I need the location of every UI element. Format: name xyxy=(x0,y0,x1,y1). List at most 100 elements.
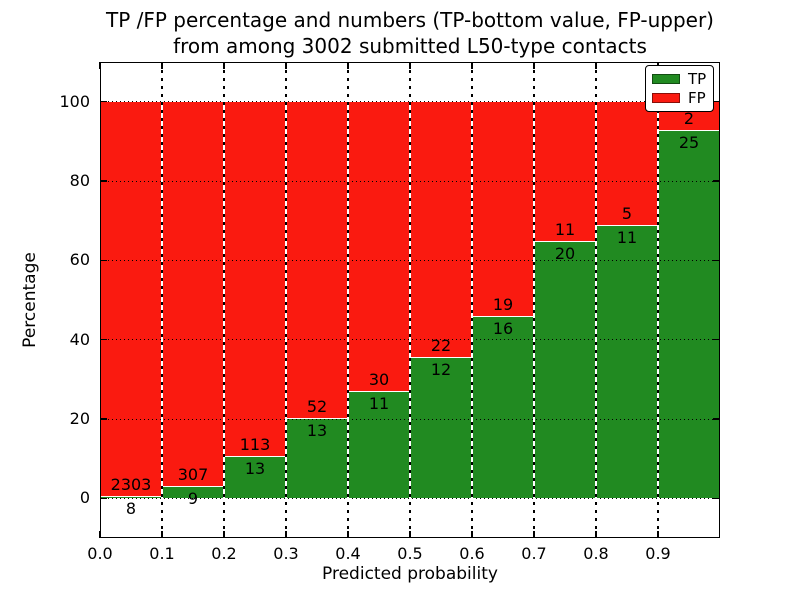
x-tick-label: 0.6 xyxy=(459,544,485,563)
y-tick-label: 60 xyxy=(69,250,90,270)
tp-count-label: 12 xyxy=(430,360,452,380)
bar-segment-tp xyxy=(596,225,658,499)
gridline-vertical xyxy=(471,62,473,538)
y-tick xyxy=(100,497,107,499)
x-axis-label: Predicted probability xyxy=(322,564,498,584)
bar-segment-fp xyxy=(596,101,658,226)
x-tick-label: 0.5 xyxy=(397,544,423,563)
x-tick-label: 0.3 xyxy=(273,544,299,563)
y-tick xyxy=(100,101,107,103)
tp-count-label: 20 xyxy=(554,244,576,264)
legend-swatch-fp xyxy=(652,93,680,104)
fp-count-label: 2 xyxy=(683,109,695,129)
x-tick-label: 0.1 xyxy=(149,544,175,563)
x-tick-label: 0.9 xyxy=(645,544,671,563)
legend-label-tp: TP xyxy=(688,69,707,88)
y-tick xyxy=(100,418,107,420)
gridline-vertical xyxy=(657,62,659,538)
x-tick-label: 0.0 xyxy=(87,544,113,563)
bar-segment-fp xyxy=(224,101,286,458)
x-tick xyxy=(471,62,473,69)
y-tick xyxy=(713,418,720,420)
x-tick-label: 0.2 xyxy=(211,544,237,563)
x-tick xyxy=(99,62,101,69)
gridline-vertical xyxy=(595,62,597,538)
y-tick xyxy=(713,180,720,182)
y-tick xyxy=(713,101,720,103)
tp-count-label: 8 xyxy=(125,498,137,518)
x-tick-label: 0.7 xyxy=(521,544,547,563)
x-tick xyxy=(161,62,163,69)
y-tick-label: 100 xyxy=(59,91,90,111)
tp-count-label: 11 xyxy=(616,227,638,247)
bar-segment-fp xyxy=(472,101,534,317)
x-tick-label: 0.8 xyxy=(583,544,609,563)
bar-segment-tp xyxy=(286,419,348,499)
fp-count-label: 11 xyxy=(554,220,576,240)
bar-segment-tp xyxy=(162,487,224,499)
chart-title-line2: from among 3002 submitted L50-type conta… xyxy=(173,34,647,58)
bar-segment-fp xyxy=(534,101,596,243)
bar-segment-fp xyxy=(100,101,162,497)
gridline-vertical xyxy=(533,62,535,538)
x-tick xyxy=(657,531,659,538)
gridline-vertical xyxy=(223,62,225,538)
x-tick-label: 0.4 xyxy=(335,544,361,563)
legend-label-fp: FP xyxy=(688,89,706,108)
bar-segment-tp xyxy=(658,131,720,499)
x-tick xyxy=(161,531,163,538)
x-tick xyxy=(595,531,597,538)
bar-segment-tp xyxy=(100,496,162,499)
chart-title-line1: TP /FP percentage and numbers (TP-bottom… xyxy=(106,8,714,32)
bar-segment-tp xyxy=(472,317,534,499)
fp-count-label: 113 xyxy=(239,435,271,455)
tp-count-label: 13 xyxy=(306,421,328,440)
legend: TP FP xyxy=(645,65,714,112)
y-axis-label: Percentage xyxy=(20,252,40,348)
fp-count-label: 19 xyxy=(492,295,514,314)
tp-count-label: 16 xyxy=(492,319,514,338)
x-tick xyxy=(533,531,535,538)
legend-item-fp: FP xyxy=(652,90,707,106)
x-tick xyxy=(409,62,411,69)
y-tick-label: 80 xyxy=(69,171,90,190)
bar-segment-fp xyxy=(348,101,410,392)
x-tick xyxy=(285,62,287,69)
gridline-vertical xyxy=(161,62,163,538)
gridline-vertical xyxy=(409,62,411,538)
x-tick xyxy=(347,531,349,538)
y-tick xyxy=(100,180,107,182)
gridline-vertical xyxy=(347,62,349,538)
y-tick xyxy=(100,259,107,261)
y-tick-label: 0 xyxy=(79,488,90,508)
legend-swatch-tp xyxy=(652,73,680,84)
legend-item-tp: TP xyxy=(652,71,707,87)
fp-count-label: 5 xyxy=(621,203,633,223)
gridline-vertical xyxy=(285,62,287,538)
y-tick xyxy=(713,339,720,341)
x-tick xyxy=(223,62,225,69)
bar-segment-fp xyxy=(410,101,472,359)
fp-count-label: 52 xyxy=(306,397,328,416)
x-tick xyxy=(99,531,101,538)
y-tick xyxy=(713,497,720,499)
bar-segment-tp xyxy=(348,391,410,499)
x-tick xyxy=(223,531,225,538)
x-tick xyxy=(533,62,535,69)
fp-count-label: 2303 xyxy=(110,474,152,494)
x-tick xyxy=(285,531,287,538)
fp-count-label: 22 xyxy=(430,336,452,356)
tp-count-label: 9 xyxy=(187,489,199,509)
x-tick xyxy=(347,62,349,69)
plot-area: 2303 8 307 9 113 13 52 13 30 11 22 12 19 16 11 20 5 11 2 25… xyxy=(59,62,720,584)
bar-segment-tp xyxy=(534,242,596,499)
x-tick xyxy=(409,531,411,538)
y-tick-label: 20 xyxy=(69,409,90,428)
x-tick xyxy=(471,531,473,538)
y-tick-label: 40 xyxy=(69,329,90,349)
y-tick xyxy=(713,259,720,261)
chart-title: TP /FP percentage and numbers (TP-bottom… xyxy=(100,7,720,59)
fp-count-label: 307 xyxy=(177,465,209,485)
tp-count-label: 11 xyxy=(368,393,390,413)
